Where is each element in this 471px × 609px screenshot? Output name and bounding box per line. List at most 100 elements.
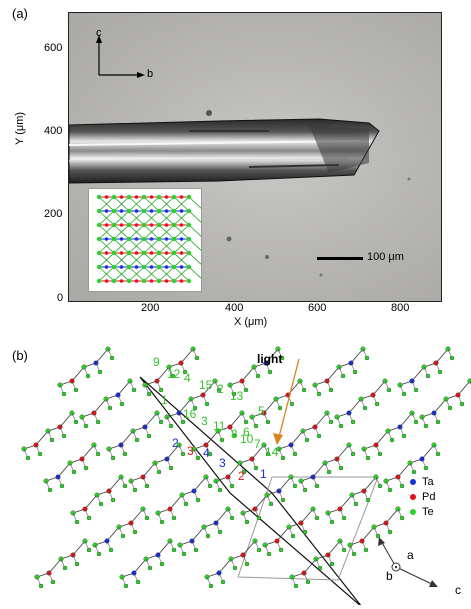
structure-atom [340, 373, 346, 379]
structure-atom [377, 451, 383, 457]
inset-atom [126, 208, 132, 214]
structure-atom [95, 451, 101, 457]
structure-atom [266, 551, 272, 557]
legend-ta-label: Ta [422, 476, 434, 488]
inset-atom [149, 209, 154, 213]
inset-atom [156, 278, 162, 284]
inset-atom [156, 222, 162, 228]
inset-atom [156, 264, 162, 270]
inset-atom [179, 209, 184, 213]
structure-atom [107, 405, 113, 411]
structure-atom [131, 387, 137, 393]
inset-atom [164, 251, 169, 255]
structure-atom [146, 391, 152, 397]
structure-atom [231, 391, 237, 397]
structure-atom [350, 451, 356, 457]
chain-number-green: 9 [153, 355, 160, 369]
structure-atom [256, 515, 262, 521]
chain-number-red: 3 [187, 444, 194, 458]
structure-atom [265, 419, 271, 425]
structure-atom [171, 515, 177, 521]
structure-atom [341, 515, 347, 521]
scale-bar-label: 100 μm [367, 251, 404, 263]
inset-atom [126, 278, 132, 284]
orientation-c-label: c [96, 27, 102, 39]
inset-atom [96, 208, 102, 214]
y-axis-title: Y (μm) [14, 111, 26, 145]
structure-atom [277, 405, 283, 411]
structure-atom [85, 373, 91, 379]
structure-atom [105, 346, 111, 352]
structure-atom [74, 561, 80, 567]
structure-atom [159, 561, 165, 567]
inset-atom [164, 223, 169, 227]
structure-atom [338, 465, 344, 471]
structure-atom [59, 483, 65, 489]
structure-atom [351, 551, 357, 557]
chain-number-green: 12 [167, 367, 181, 381]
pd-dot-icon [410, 494, 416, 501]
axis-b-label: b [386, 569, 393, 583]
chain-number-blue: 4 [203, 446, 210, 460]
structure-atom [316, 433, 322, 439]
inset-atom [96, 264, 102, 270]
structure-atom [265, 451, 271, 457]
legend-ta: Ta [410, 476, 434, 488]
structure-atom [182, 369, 188, 375]
structure-atom [98, 501, 104, 507]
structure-atom [244, 561, 250, 567]
structure-atom [25, 455, 31, 461]
structure-atom [280, 455, 286, 461]
inset-atom [171, 264, 177, 270]
structure-atom [204, 401, 210, 407]
structure-atom [302, 529, 308, 535]
scale-bar [317, 257, 363, 260]
structure-atom [86, 515, 92, 521]
structure-atom [423, 465, 429, 471]
structure-atom [435, 451, 441, 457]
inset-atom [119, 209, 124, 213]
chain-number-green: 2 [217, 382, 224, 396]
structure-atom [326, 469, 332, 475]
inset-atom [179, 195, 184, 199]
structure-atom [365, 497, 371, 503]
structure-atom [86, 547, 92, 553]
inset-atom [171, 194, 177, 200]
structure-atom [338, 423, 344, 429]
structure-atom [38, 583, 44, 589]
axis-a-arrowhead [378, 537, 385, 546]
inset-atom [126, 264, 132, 270]
inset-atom [164, 237, 169, 241]
structure-atom [180, 451, 186, 457]
axis-c-arrow [395, 566, 435, 586]
structure-atom [459, 401, 465, 407]
structure-atom [190, 346, 196, 352]
grey-unit-cell [237, 476, 379, 581]
chain-number-green: 3 [201, 414, 208, 428]
structure-atom [362, 405, 368, 411]
structure-atom [280, 497, 286, 503]
inset-atom [141, 194, 147, 200]
structure-atom [50, 579, 56, 585]
structure-atom [387, 529, 393, 535]
inset-atom [179, 237, 184, 241]
structure-atom [119, 401, 125, 407]
inset-atom [141, 208, 147, 214]
light-arrow [278, 358, 300, 438]
structure-atom [328, 387, 334, 393]
x-tick-600: 600 [308, 302, 327, 314]
structure-atom [73, 419, 79, 425]
structure-atom [314, 515, 320, 521]
structure-atom [365, 455, 371, 461]
structure-atom [305, 579, 311, 585]
x-axis-title: X (μm) [234, 316, 268, 328]
structure-atom [279, 355, 285, 361]
structure-atom [216, 387, 222, 393]
structure-atom [183, 501, 189, 507]
structure-atom [207, 483, 213, 489]
structure-atom [109, 355, 115, 361]
structure-atom [253, 423, 259, 429]
structure-atom [232, 565, 238, 571]
structure-atom [268, 501, 274, 507]
inset-atom [126, 250, 132, 256]
